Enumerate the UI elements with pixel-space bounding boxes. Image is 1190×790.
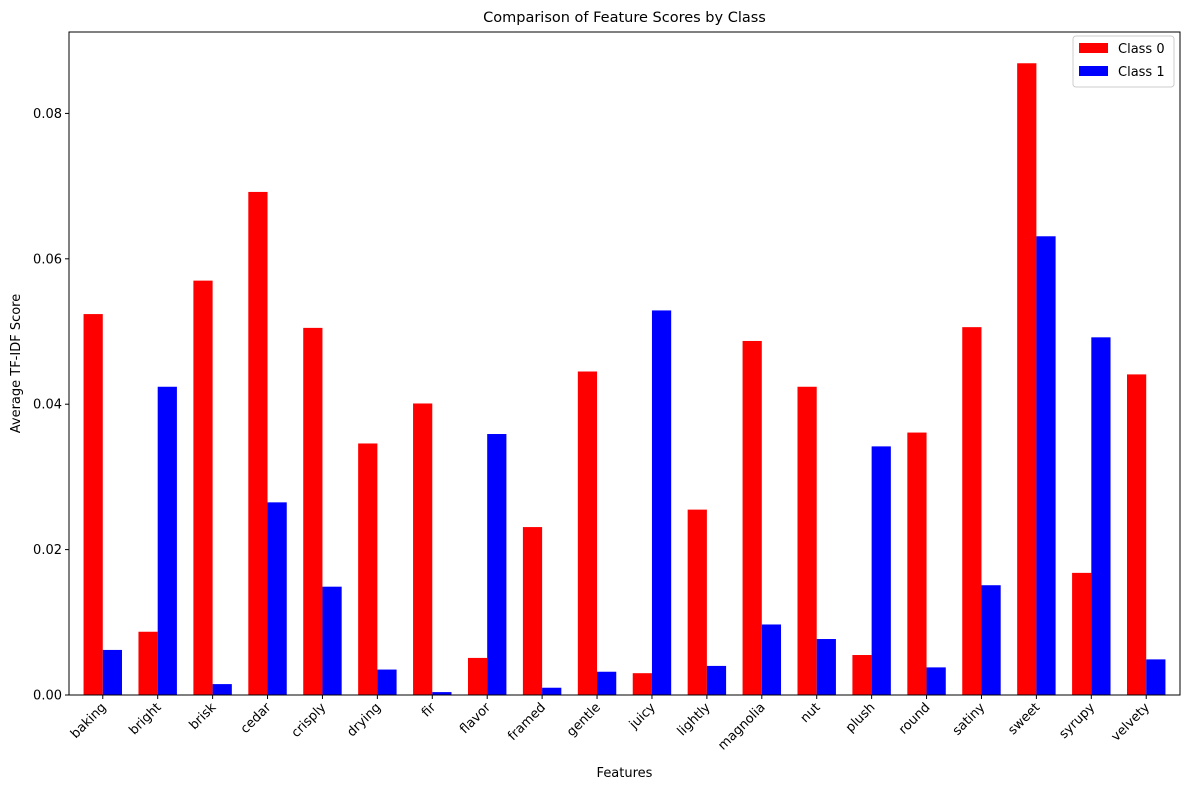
bar-class-0-baking (83, 314, 103, 695)
bar-class-0-brisk (193, 280, 213, 696)
x-tick-label: flavor (457, 700, 494, 737)
bar-class-0-nut (797, 386, 817, 695)
bar-class-1-velvety (1146, 659, 1166, 695)
plot-area: 0.00 0.02 0.04 0.06 0.08 baking bright brisk ced… (33, 31, 1181, 753)
x-tick-label: framed (505, 700, 549, 744)
bar-class-1-round (926, 667, 946, 696)
bar-class-0-plush (852, 655, 872, 695)
x-tick-label: satiny (950, 700, 989, 739)
bar-class-1-magnolia (761, 624, 782, 695)
bar-class-0-satiny (962, 327, 982, 695)
y-axis-title: Average TF-IDF Score (9, 294, 24, 434)
bar-class-1-lightly (706, 665, 727, 695)
bar-class-0-crisply (303, 327, 323, 695)
x-tick-label: gentle (564, 700, 604, 740)
x-tick-label: sweet (1005, 700, 1043, 738)
axes-frame (68, 31, 1181, 696)
x-tick-label: baking (68, 700, 110, 742)
legend: Class 0 Class 1 (1072, 35, 1175, 88)
legend-label-class-1: Class 1 (1118, 65, 1165, 80)
x-tick-label: velvety (1109, 700, 1154, 745)
y-tick-label: 0.06 (33, 252, 62, 267)
bar-class-0-sweet (1017, 63, 1037, 695)
x-tick-label: nut (798, 700, 824, 726)
bar-class-0-drying (358, 443, 378, 695)
legend-swatch-class-1 (1079, 66, 1108, 76)
x-tick-label: lightly (675, 700, 714, 739)
bar-class-1-drying (377, 669, 397, 695)
bar-class-1-bright (157, 386, 177, 695)
x-tick-label: syrupy (1056, 700, 1098, 742)
bar-class-1-crisply (322, 586, 342, 695)
bar-class-0-gentle (577, 371, 598, 695)
bar-class-1-plush (871, 446, 891, 696)
bar-class-1-baking (102, 649, 122, 695)
x-axis-title: Features (597, 766, 653, 781)
bar-class-1-brisk (212, 684, 232, 695)
x-tick-label: magnolia (715, 700, 768, 753)
bar-class-1-framed (542, 687, 562, 695)
bar-class-1-nut (816, 639, 836, 695)
bar-class-1-juicy (651, 310, 672, 695)
x-tick-label: drying (344, 700, 384, 740)
bar-class-1-cedar (267, 502, 287, 695)
y-tick-label: 0.04 (33, 398, 62, 413)
bar-class-0-bright (138, 631, 158, 695)
bar-class-0-flavor (467, 657, 488, 695)
legend-swatch-class-0 (1079, 43, 1108, 53)
bar-class-0-juicy (632, 673, 652, 695)
bar-class-0-lightly (687, 509, 707, 695)
x-tick-label: round (896, 700, 933, 737)
bar-class-1-gentle (597, 671, 617, 695)
bar-class-0-magnolia (742, 340, 762, 695)
legend-label-class-0: Class 0 (1118, 42, 1165, 57)
bar-class-0-framed (522, 527, 543, 695)
x-tick-label: fir (419, 700, 440, 721)
bar-class-1-satiny (981, 585, 1001, 695)
x-tick-label: juicy (626, 700, 659, 733)
bar-class-1-fir (432, 692, 452, 695)
y-tick-label: 0.00 (33, 689, 62, 704)
x-tick-label: crisply (289, 700, 330, 741)
bar-class-0-round (907, 432, 927, 695)
bar-class-0-cedar (248, 191, 268, 695)
x-tick-label: brisk (187, 700, 220, 733)
chart-title: Comparison of Feature Scores by Class (483, 10, 766, 26)
bar-class-0-fir (413, 403, 433, 695)
x-tick-label: cedar (238, 700, 275, 737)
bar-class-1-syrupy (1091, 337, 1111, 695)
bar-class-1-sweet (1036, 236, 1056, 695)
y-tick-label: 0.02 (33, 543, 62, 558)
bar-class-0-velvety (1127, 374, 1147, 695)
bar-class-0-syrupy (1072, 572, 1092, 695)
y-tick-label: 0.08 (33, 107, 62, 122)
bar-class-1-flavor (487, 434, 507, 695)
x-tick-label: bright (126, 700, 164, 738)
x-tick-label: plush (843, 700, 878, 735)
